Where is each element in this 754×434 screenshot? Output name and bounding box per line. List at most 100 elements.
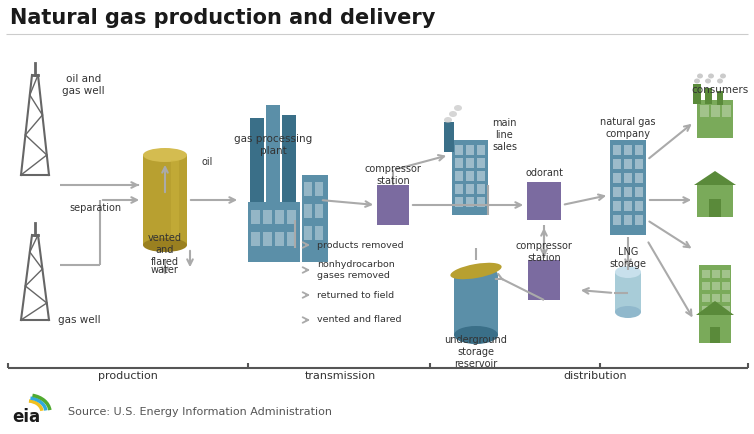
Text: vented
and
flared: vented and flared <box>148 233 182 266</box>
Ellipse shape <box>720 73 726 79</box>
Text: Source: U.S. Energy Information Administration: Source: U.S. Energy Information Administ… <box>68 407 332 417</box>
Bar <box>455 145 463 155</box>
Bar <box>624 187 632 197</box>
Bar <box>624 215 632 225</box>
Bar <box>455 171 463 181</box>
Bar <box>304 204 312 218</box>
Bar <box>613 173 621 183</box>
Bar <box>248 202 300 262</box>
Bar <box>528 260 560 300</box>
Bar <box>702 306 710 314</box>
Bar <box>477 197 485 207</box>
Bar <box>527 182 561 220</box>
Ellipse shape <box>449 111 457 117</box>
Bar <box>455 158 463 168</box>
Bar <box>315 182 323 196</box>
Bar <box>466 184 474 194</box>
Bar <box>624 173 632 183</box>
Bar <box>143 155 187 245</box>
Bar <box>287 232 296 246</box>
Polygon shape <box>694 171 736 185</box>
Bar <box>315 204 323 218</box>
Bar <box>624 159 632 169</box>
Ellipse shape <box>454 326 498 344</box>
Bar <box>712 294 720 302</box>
Bar <box>711 105 720 117</box>
Text: odorant: odorant <box>525 168 563 178</box>
Bar <box>610 140 646 235</box>
Bar <box>251 232 260 246</box>
Bar <box>454 275 498 335</box>
Text: gas processing
plant: gas processing plant <box>234 134 312 156</box>
Bar <box>304 182 312 196</box>
Bar <box>722 294 730 302</box>
Text: LNG
storage: LNG storage <box>609 247 646 269</box>
Bar <box>266 105 280 202</box>
Text: underground
storage
reservoir: underground storage reservoir <box>445 335 507 368</box>
Bar <box>455 197 463 207</box>
Bar <box>702 270 710 278</box>
Bar <box>705 88 712 104</box>
Text: eia: eia <box>12 408 40 426</box>
Ellipse shape <box>697 73 703 79</box>
Bar <box>444 122 454 152</box>
Ellipse shape <box>454 105 462 111</box>
Text: Natural gas production and delivery: Natural gas production and delivery <box>10 8 435 28</box>
Bar <box>635 159 643 169</box>
Bar <box>635 145 643 155</box>
Text: production: production <box>98 371 158 381</box>
Bar <box>635 173 643 183</box>
Bar <box>693 84 701 104</box>
Ellipse shape <box>615 306 641 318</box>
Bar <box>613 145 621 155</box>
Ellipse shape <box>694 79 700 83</box>
Text: separation: separation <box>69 203 121 213</box>
Bar <box>477 158 485 168</box>
Bar <box>466 158 474 168</box>
Bar <box>710 327 720 343</box>
Bar <box>699 265 731 317</box>
Bar <box>722 270 730 278</box>
Bar <box>613 187 621 197</box>
Text: compressor
station: compressor station <box>516 241 572 263</box>
Text: distribution: distribution <box>563 371 627 381</box>
Bar <box>282 115 296 202</box>
Bar <box>171 160 179 240</box>
Text: oil: oil <box>201 157 213 167</box>
Bar <box>452 140 488 215</box>
Bar <box>700 105 709 117</box>
Bar <box>697 100 733 138</box>
Text: water: water <box>151 265 179 275</box>
Text: gas well: gas well <box>58 315 100 325</box>
Bar <box>712 306 720 314</box>
Text: vented and flared: vented and flared <box>317 316 401 325</box>
Bar <box>466 171 474 181</box>
Ellipse shape <box>450 263 501 279</box>
Bar <box>635 187 643 197</box>
Bar <box>709 199 721 217</box>
Bar <box>624 201 632 211</box>
Bar <box>699 315 731 343</box>
Bar <box>315 226 323 240</box>
Bar <box>635 215 643 225</box>
Bar <box>702 282 710 290</box>
Bar <box>613 201 621 211</box>
Text: compressor
station: compressor station <box>365 164 421 186</box>
Bar <box>717 91 723 105</box>
Bar <box>302 175 328 262</box>
Bar <box>624 145 632 155</box>
Text: consumers: consumers <box>691 85 749 95</box>
Bar <box>477 184 485 194</box>
Bar <box>263 210 272 224</box>
Ellipse shape <box>143 238 187 252</box>
Text: transmission: transmission <box>305 371 375 381</box>
Bar <box>251 210 260 224</box>
Bar <box>613 215 621 225</box>
Bar <box>466 145 474 155</box>
Bar <box>712 270 720 278</box>
Bar <box>615 272 641 312</box>
Bar <box>250 118 264 228</box>
Ellipse shape <box>708 73 714 79</box>
Bar <box>466 197 474 207</box>
Text: products removed: products removed <box>317 240 403 250</box>
